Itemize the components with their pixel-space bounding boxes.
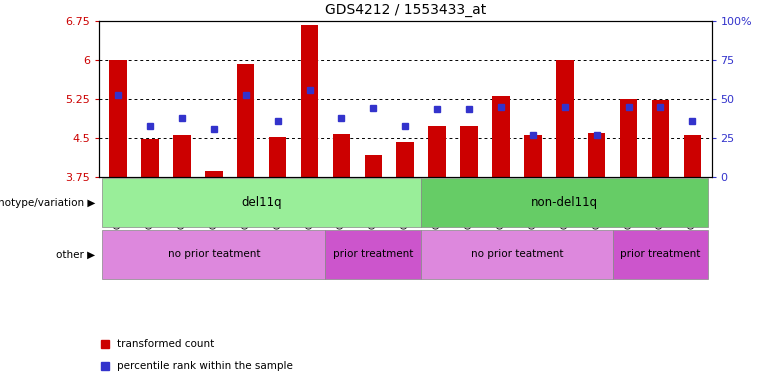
Bar bbox=[102, 178, 421, 227]
Bar bbox=[205, 172, 222, 177]
Bar bbox=[237, 64, 254, 177]
Bar bbox=[588, 132, 606, 177]
Bar bbox=[326, 230, 421, 279]
Bar bbox=[301, 25, 318, 177]
Bar bbox=[365, 155, 382, 177]
Bar bbox=[651, 101, 669, 177]
Text: transformed count: transformed count bbox=[117, 339, 215, 349]
Bar bbox=[619, 99, 638, 177]
Bar bbox=[428, 126, 446, 177]
Text: other ▶: other ▶ bbox=[56, 249, 95, 260]
Bar bbox=[556, 60, 574, 177]
Text: non-del11q: non-del11q bbox=[531, 196, 598, 209]
Bar bbox=[396, 142, 414, 177]
Bar bbox=[110, 60, 127, 177]
Bar bbox=[142, 139, 159, 177]
Bar bbox=[269, 137, 286, 177]
Title: GDS4212 / 1553433_at: GDS4212 / 1553433_at bbox=[325, 3, 486, 17]
Text: del11q: del11q bbox=[241, 196, 282, 209]
Text: percentile rank within the sample: percentile rank within the sample bbox=[117, 361, 293, 371]
Text: prior treatment: prior treatment bbox=[333, 249, 413, 260]
Bar bbox=[492, 96, 510, 177]
Text: no prior teatment: no prior teatment bbox=[470, 249, 563, 260]
Bar bbox=[333, 134, 350, 177]
Bar bbox=[683, 135, 701, 177]
Text: genotype/variation ▶: genotype/variation ▶ bbox=[0, 197, 95, 208]
Bar bbox=[102, 230, 326, 279]
Bar bbox=[173, 135, 191, 177]
Bar bbox=[421, 178, 708, 227]
Bar bbox=[421, 230, 613, 279]
Bar bbox=[524, 135, 542, 177]
Text: prior treatment: prior treatment bbox=[620, 249, 701, 260]
Text: no prior teatment: no prior teatment bbox=[167, 249, 260, 260]
Bar bbox=[460, 126, 478, 177]
Bar bbox=[613, 230, 708, 279]
